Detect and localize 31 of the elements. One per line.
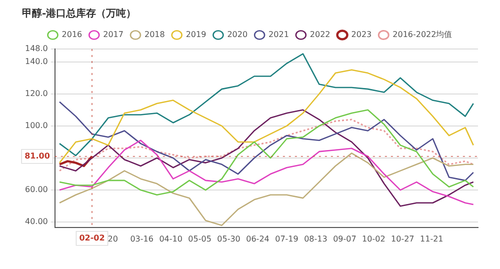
legend-label: 2020 [227, 30, 248, 40]
x-tick-label: 10-27 [391, 234, 414, 244]
y-tick-label: 120.0 [24, 88, 48, 98]
x-tick-label: 09-07 [333, 234, 356, 244]
x-tick-label: 07-19 [275, 234, 298, 244]
y-tick-label: 60.00 [24, 185, 48, 194]
legend-label: 2021 [268, 30, 289, 40]
ref-line-label: 02-02 [79, 233, 105, 242]
x-tick-label: 10-02 [362, 234, 386, 244]
chart-title: 甲醇-港口总库存（万吨） [22, 8, 136, 20]
y-tick-label: 148.0 [24, 44, 48, 54]
legend-label: 2018 [144, 30, 165, 40]
legend-label: 2022 [310, 30, 330, 40]
x-tick-label: 05-30 [217, 234, 240, 244]
y-tick-label: 140.0 [24, 56, 48, 66]
legend-label: 2017 [103, 30, 124, 40]
x-tick-label: 06-24 [246, 234, 270, 244]
x-tick-label: 05-05 [188, 234, 212, 244]
legend-label: 2016-2022均值 [392, 30, 452, 40]
x-tick-label: 04-10 [159, 234, 182, 244]
line-series [58, 118, 474, 172]
legend-label: 2019 [186, 30, 206, 40]
x-tick-label: 11-21 [420, 234, 444, 244]
y-tick-label: 100.0 [24, 121, 48, 130]
ref-line-label: 81.00 [24, 151, 50, 160]
legend-label: 2016 [62, 30, 82, 40]
legend-label: 2023 [351, 30, 372, 40]
x-tick-label: 20 [108, 234, 118, 244]
y-tick-label: 40.00 [24, 217, 48, 226]
x-tick-label: 03-16 [130, 234, 154, 244]
x-tick-label: 08-13 [304, 234, 328, 244]
